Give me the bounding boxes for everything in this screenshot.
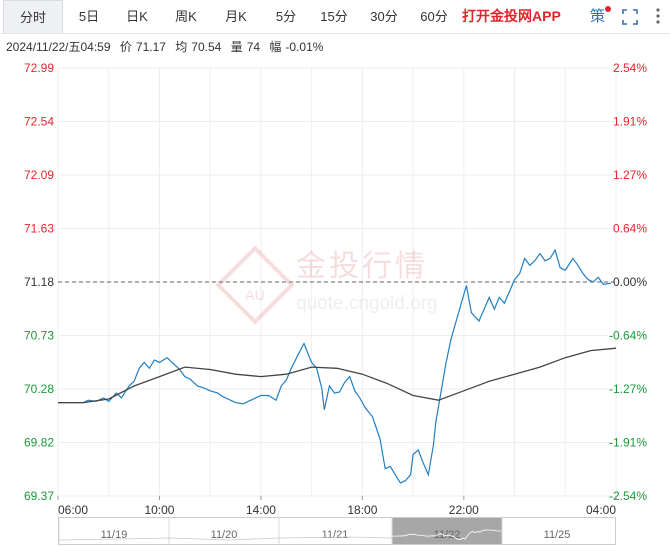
tab-60min[interactable]: 60分	[420, 9, 448, 24]
price-value: 71.17	[135, 40, 166, 54]
navigator-label: 11/19	[101, 529, 128, 541]
quote-info-bar: 2024/11/22/五04:59 价 71.17 均 70.54 量 74 幅 -0.…	[6, 38, 329, 55]
y-tick-label: 72.99	[24, 61, 54, 75]
pct-tick-label: -1.27%	[609, 382, 647, 396]
navigator-label: 11/25	[544, 529, 571, 541]
pct-tick-label: -2.54%	[609, 489, 647, 503]
x-tick-label: 22:00	[449, 503, 479, 517]
navigator-label: 11/21	[322, 529, 349, 541]
tab-intraday[interactable]: 分时	[3, 0, 63, 33]
time-navigator[interactable]: 11/19 11/20 11/21 11/22 11/25	[58, 517, 616, 545]
tab-30min[interactable]: 30分	[370, 9, 398, 24]
y-axis-left: 72.99 72.54 72.09 71.63 71.18 70.73 70.28 69.82…	[24, 61, 54, 503]
y-tick-label: 71.18	[24, 275, 54, 289]
notification-dot	[605, 6, 612, 12]
chart-grid	[57, 67, 617, 497]
pct-tick-label: 1.27%	[613, 168, 647, 182]
watermark-logo-icon	[215, 245, 295, 325]
strategy-label: 策	[590, 8, 606, 25]
x-tick-label: 04:00	[586, 503, 616, 517]
more-menu-icon[interactable]	[651, 6, 665, 26]
navigator-label: 11/22	[434, 529, 461, 541]
price-line	[58, 248, 611, 484]
avg-label: 均	[175, 40, 188, 54]
y-tick-label: 72.54	[24, 115, 54, 129]
tab-weekly-k[interactable]: 周K	[175, 9, 197, 24]
period-tabs: 分时 5日 日K 周K 月K 5分 15分 30分 60分 打开金投网APP 策	[0, 0, 670, 34]
watermark: AU 金投行情 quote.cngold.org	[215, 245, 438, 325]
y-tick-label: 70.28	[24, 382, 54, 396]
navigator-label: 11/20	[211, 529, 238, 541]
open-app-link[interactable]: 打开金投网APP	[462, 8, 561, 24]
navigator-history-line	[59, 536, 393, 541]
tab-monthly-k[interactable]: 月K	[225, 9, 247, 24]
x-tick-label: 10:00	[144, 503, 174, 517]
average-line	[58, 347, 617, 404]
tab-5day[interactable]: 5日	[78, 9, 100, 24]
y-tick-label: 71.63	[24, 222, 54, 236]
change-value: -0.01%	[285, 40, 324, 54]
navigator-sparkline	[392, 529, 502, 540]
y-axis-right: 2.54% 1.91% 1.27% 0.64% 0.00% -0.64% -1.27% -1.…	[609, 61, 647, 503]
pct-tick-label: 1.91%	[613, 115, 647, 129]
x-tick-label: 06:00	[58, 503, 88, 517]
y-tick-label: 72.09	[24, 168, 54, 182]
x-tick-label: 18:00	[347, 503, 377, 517]
pct-tick-label: 0.64%	[613, 222, 647, 236]
y-tick-label: 70.73	[24, 329, 54, 343]
tab-daily-k[interactable]: 日K	[126, 9, 148, 24]
pct-tick-label: 2.54%	[613, 61, 647, 75]
volume-label: 量	[230, 40, 243, 54]
fullscreen-icon[interactable]	[622, 9, 638, 25]
tab-5min[interactable]: 5分	[275, 9, 297, 24]
x-tick-label: 14:00	[246, 503, 276, 517]
watermark-logo-text: AU	[245, 287, 264, 303]
price-label: 价	[119, 40, 132, 54]
strategy-button[interactable]: 策	[590, 0, 612, 33]
pct-tick-label: -1.91%	[609, 436, 647, 450]
avg-value: 70.54	[191, 40, 222, 54]
chart-series	[58, 248, 617, 484]
navigator-selection	[392, 518, 502, 544]
navigator-svg: 11/19 11/20 11/21 11/22 11/25	[59, 518, 571, 544]
pct-tick-label: 0.00%	[613, 275, 647, 289]
change-label: 幅	[269, 40, 282, 54]
watermark-url: quote.cngold.org	[296, 293, 438, 314]
tab-15min[interactable]: 15分	[320, 9, 348, 24]
pct-tick-label: -0.64%	[609, 329, 647, 343]
x-axis: 06:00 10:00 14:00 18:00 22:00 04:00	[57, 496, 617, 517]
watermark-cn: 金投行情	[296, 249, 428, 284]
y-tick-label: 69.82	[24, 436, 54, 450]
volume-value: 74	[246, 40, 261, 54]
y-tick-label: 69.37	[24, 489, 54, 503]
quote-datetime: 2024/11/22/五04:59	[6, 40, 111, 54]
